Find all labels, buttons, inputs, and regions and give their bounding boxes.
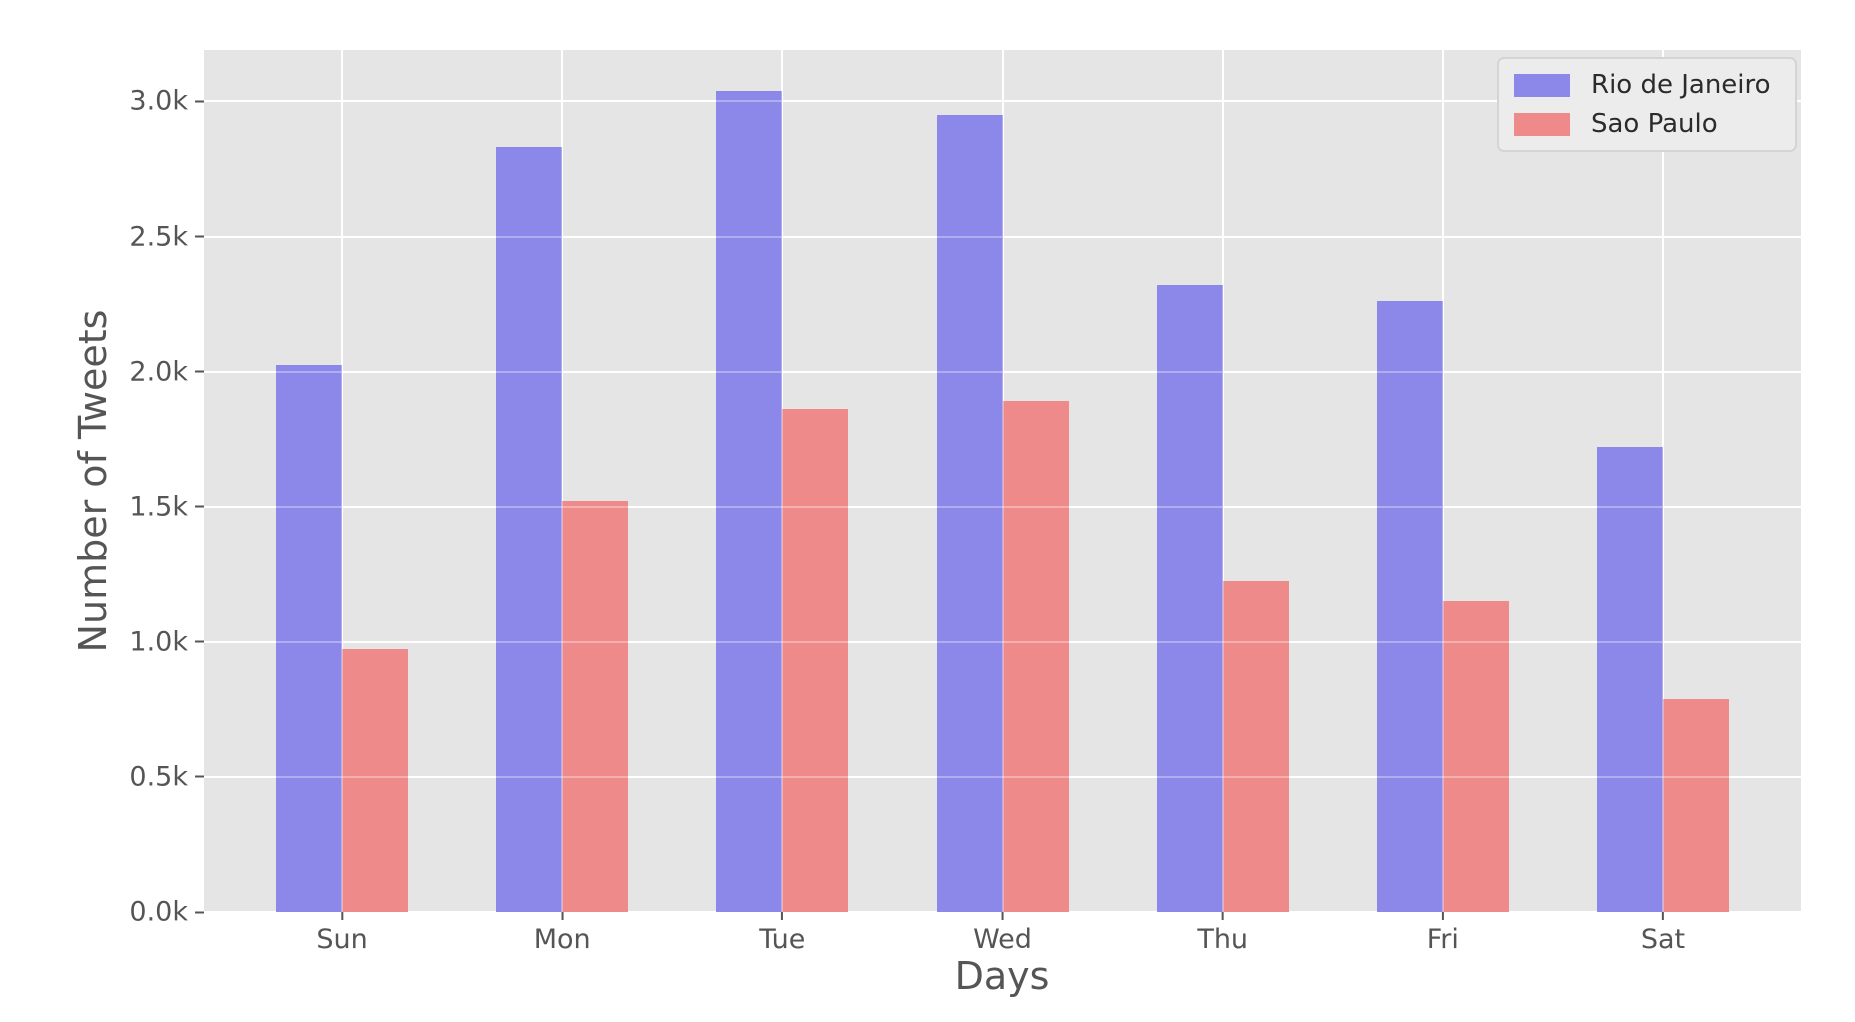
y-tick-label: 1.5k xyxy=(129,491,188,523)
h-gridline-overlay xyxy=(204,505,1801,508)
x-tick-mark xyxy=(1221,912,1224,920)
bar-sao-paulo-mon xyxy=(562,501,629,912)
v-gridline xyxy=(1221,50,1224,912)
h-gridline-overlay xyxy=(204,100,1801,103)
legend-swatch xyxy=(1514,112,1570,136)
h-gridline-overlay xyxy=(204,775,1801,778)
y-tick-label: 3.0k xyxy=(129,85,188,117)
x-tick: Mon xyxy=(534,912,591,955)
x-tick-label: Mon xyxy=(533,924,591,955)
h-gridline-overlay xyxy=(204,370,1801,373)
v-gridline xyxy=(561,50,564,912)
y-tick: 1.5k xyxy=(84,493,204,520)
y-tick: 3.0k xyxy=(84,88,204,115)
y-tick: 1.0k xyxy=(84,628,204,655)
x-tick-mark xyxy=(1001,912,1004,920)
h-gridline-overlay xyxy=(204,235,1801,238)
x-tick-label: Tue xyxy=(759,924,806,955)
v-gridline xyxy=(1662,50,1664,912)
legend-entry-rio-de-janeiro: Rio de Janeiro xyxy=(1514,72,1771,98)
v-gridline-overlay xyxy=(1441,50,1444,912)
y-tick-label: 1.0k xyxy=(129,626,188,658)
bar-sao-paulo-fri xyxy=(1442,601,1509,912)
y-tick-label: 0.0k xyxy=(129,896,188,928)
bar-sao-paulo-tue xyxy=(782,409,849,912)
bar-rio-de-janeiro-tue xyxy=(716,90,783,912)
v-gridline-overlay xyxy=(1001,50,1004,912)
v-gridline-overlay xyxy=(1221,50,1224,912)
x-axis-label: Days xyxy=(954,954,1050,998)
y-tick: 0.0k xyxy=(84,899,204,926)
x-tick-label: Sun xyxy=(316,924,368,955)
x-tick-mark xyxy=(1662,912,1664,920)
bar-sao-paulo-sat xyxy=(1663,698,1729,912)
bar-sao-paulo-wed xyxy=(1002,401,1069,912)
bar-sao-paulo-thu xyxy=(1222,581,1289,912)
bars-layer xyxy=(204,50,1801,912)
x-tick-mark xyxy=(341,912,343,920)
v-gridline xyxy=(341,50,343,912)
x-tick: Tue xyxy=(759,912,805,955)
x-tick-mark xyxy=(781,912,784,920)
x-tick-label: Fri xyxy=(1426,924,1459,955)
bar-rio-de-janeiro-fri xyxy=(1376,301,1443,912)
v-gridline-overlay xyxy=(781,50,784,912)
y-tick-mark xyxy=(195,775,204,778)
bar-sao-paulo-sun xyxy=(342,648,408,912)
v-gridline-overlay xyxy=(561,50,564,912)
y-tick-mark xyxy=(195,911,204,913)
y-tick-mark xyxy=(195,370,204,373)
v-gridline-overlay xyxy=(341,50,343,912)
y-tick-label: 0.5k xyxy=(129,761,188,793)
y-tick: 2.0k xyxy=(84,358,204,385)
v-gridline-overlay xyxy=(1662,50,1664,912)
x-tick: Wed xyxy=(973,912,1032,955)
x-tick-label: Sat xyxy=(1640,924,1686,955)
y-axis-label: Number of Tweets xyxy=(71,309,115,653)
y-tick: 0.5k xyxy=(84,763,204,790)
plot-area xyxy=(204,50,1801,913)
bar-rio-de-janeiro-mon xyxy=(496,147,563,912)
y-tick-mark xyxy=(195,505,204,508)
x-tick-label: Thu xyxy=(1197,924,1249,955)
x-tick: Sun xyxy=(316,912,368,955)
legend: Rio de Janeiro Sao Paulo xyxy=(1497,57,1797,152)
bar-rio-de-janeiro-thu xyxy=(1156,285,1223,912)
x-tick-mark xyxy=(1441,912,1444,920)
x-tick: Thu xyxy=(1197,912,1248,955)
h-gridline-overlay xyxy=(204,640,1801,643)
y-tick-mark xyxy=(195,640,204,643)
bar-rio-de-janeiro-sun xyxy=(276,364,342,912)
x-tick: Fri xyxy=(1427,912,1459,955)
v-gridline xyxy=(1441,50,1444,912)
bar-rio-de-janeiro-sat xyxy=(1597,447,1663,912)
y-tick-mark xyxy=(195,235,204,238)
gridline-overlays xyxy=(204,50,1801,912)
x-tick-mark xyxy=(561,912,564,920)
legend-label: Sao Paulo xyxy=(1591,109,1718,139)
y-tick-mark xyxy=(195,100,204,103)
legend-swatch xyxy=(1514,73,1570,97)
y-tick-label: 2.0k xyxy=(129,356,188,388)
legend-entry-sao-paulo: Sao Paulo xyxy=(1514,111,1771,137)
y-tick: 2.5k xyxy=(84,223,204,250)
bar-rio-de-janeiro-wed xyxy=(936,114,1003,912)
y-tick-label: 2.5k xyxy=(129,221,188,252)
x-tick: Sat xyxy=(1641,912,1685,955)
legend-label: Rio de Janeiro xyxy=(1591,70,1771,100)
x-tick-label: Wed xyxy=(973,924,1032,955)
